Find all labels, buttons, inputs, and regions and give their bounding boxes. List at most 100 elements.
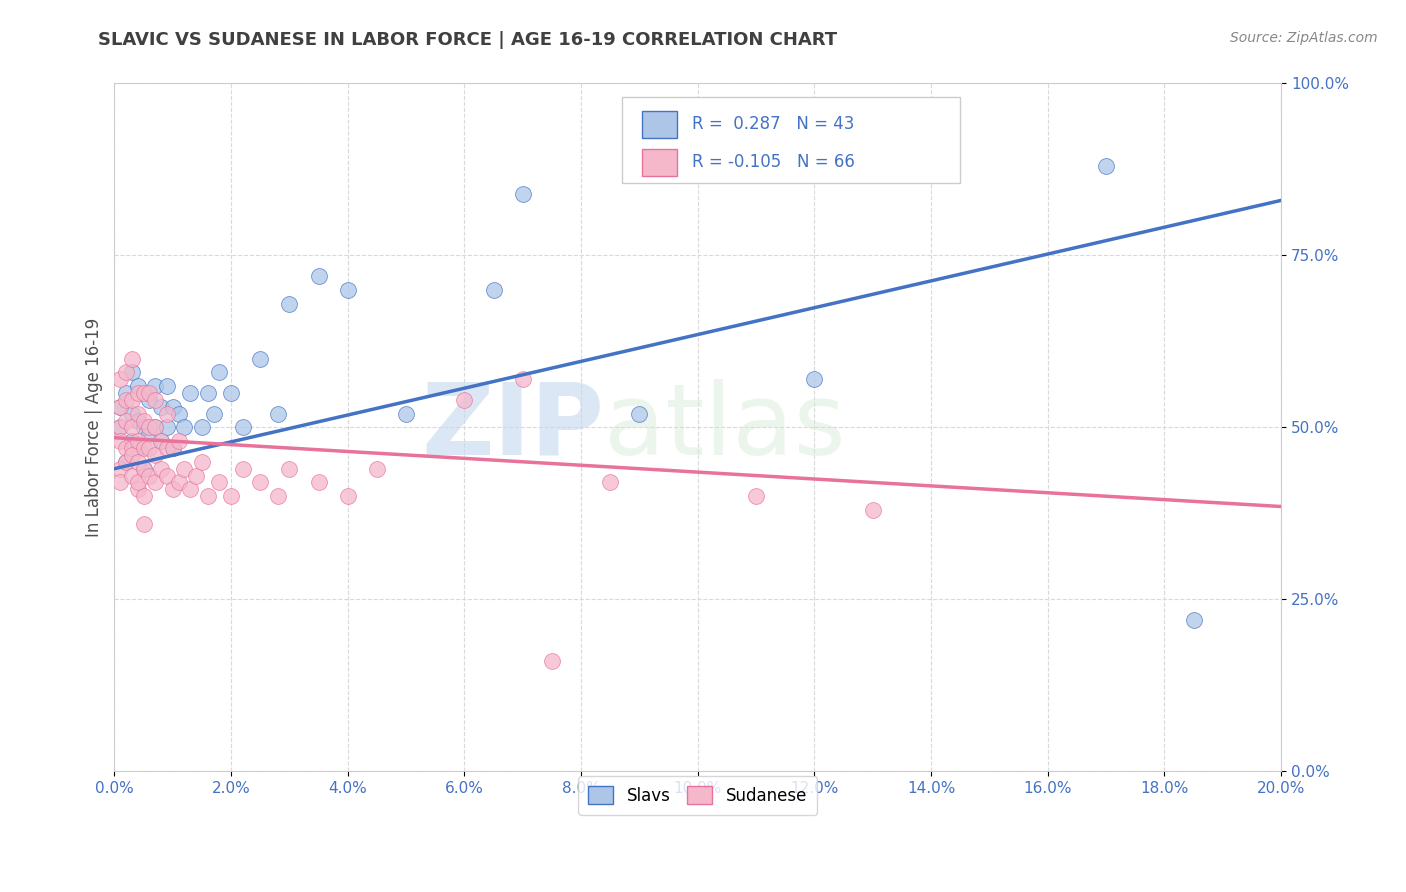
Point [179,483,201,497]
Point [110,400,132,414]
Point [197,386,219,401]
Text: R =  0.287   N = 43: R = 0.287 N = 43 [692,115,855,134]
Point [167,434,190,449]
Point [138,441,160,455]
Point [121,365,143,379]
Point [162,483,184,497]
Point [127,379,149,393]
Point [208,365,231,379]
Point [249,351,271,366]
Point [156,407,179,421]
Point [121,448,143,462]
Point [336,283,359,297]
Text: atlas: atlas [605,379,846,476]
Point [115,455,138,469]
Point [143,448,166,462]
Point [267,407,290,421]
Point [138,427,160,442]
Point [179,386,201,401]
Point [803,372,825,386]
Point [512,186,534,201]
Point [110,372,132,386]
Point [191,455,214,469]
Point [219,386,242,401]
Point [143,420,166,434]
Point [143,420,166,434]
Point [197,489,219,503]
Point [110,475,132,490]
Point [143,475,166,490]
Point [138,468,160,483]
Point [541,654,564,668]
Point [162,441,184,455]
Point [127,407,149,421]
Point [138,420,160,434]
Point [132,441,155,455]
Point [162,400,184,414]
Point [208,475,231,490]
Point [132,489,155,503]
Point [249,475,271,490]
Point [127,386,149,401]
Point [1095,159,1118,173]
Point [184,468,207,483]
Point [150,461,173,475]
Point [132,461,155,475]
Point [366,461,388,475]
FancyBboxPatch shape [621,97,960,183]
Point [110,434,132,449]
Point [167,407,190,421]
Point [132,461,155,475]
Point [156,379,179,393]
Point [599,475,621,490]
Point [150,400,173,414]
Point [115,413,138,427]
Point [138,392,160,407]
Point [308,268,330,283]
Point [628,407,651,421]
Point [453,392,475,407]
Point [336,489,359,503]
Text: Source: ZipAtlas.com: Source: ZipAtlas.com [1230,31,1378,45]
Point [202,407,225,421]
Point [127,455,149,469]
Point [115,441,138,455]
Point [127,475,149,490]
Point [162,441,184,455]
Point [156,441,179,455]
Text: ZIP: ZIP [422,379,605,476]
Point [121,407,143,421]
Point [143,379,166,393]
Point [191,420,214,434]
Point [150,434,173,449]
Point [115,455,138,469]
Point [127,434,149,449]
Point [127,413,149,427]
FancyBboxPatch shape [641,149,676,176]
Point [132,413,155,427]
Point [110,461,132,475]
Point [745,489,768,503]
Point [156,420,179,434]
Point [232,420,254,434]
Point [121,351,143,366]
Point [110,420,132,434]
Point [132,386,155,401]
Point [121,441,143,455]
Point [1182,613,1205,627]
Point [115,392,138,407]
Point [132,420,155,434]
Point [110,420,132,434]
Text: R = -0.105   N = 66: R = -0.105 N = 66 [692,153,855,171]
Point [862,503,884,517]
Point [167,475,190,490]
Point [121,468,143,483]
Point [121,434,143,449]
Point [156,468,179,483]
Y-axis label: In Labor Force | Age 16-19: In Labor Force | Age 16-19 [86,318,103,537]
Legend: Slavs, Sudanese: Slavs, Sudanese [578,776,817,814]
Point [267,489,290,503]
Point [132,516,155,531]
Point [512,372,534,386]
Point [232,461,254,475]
